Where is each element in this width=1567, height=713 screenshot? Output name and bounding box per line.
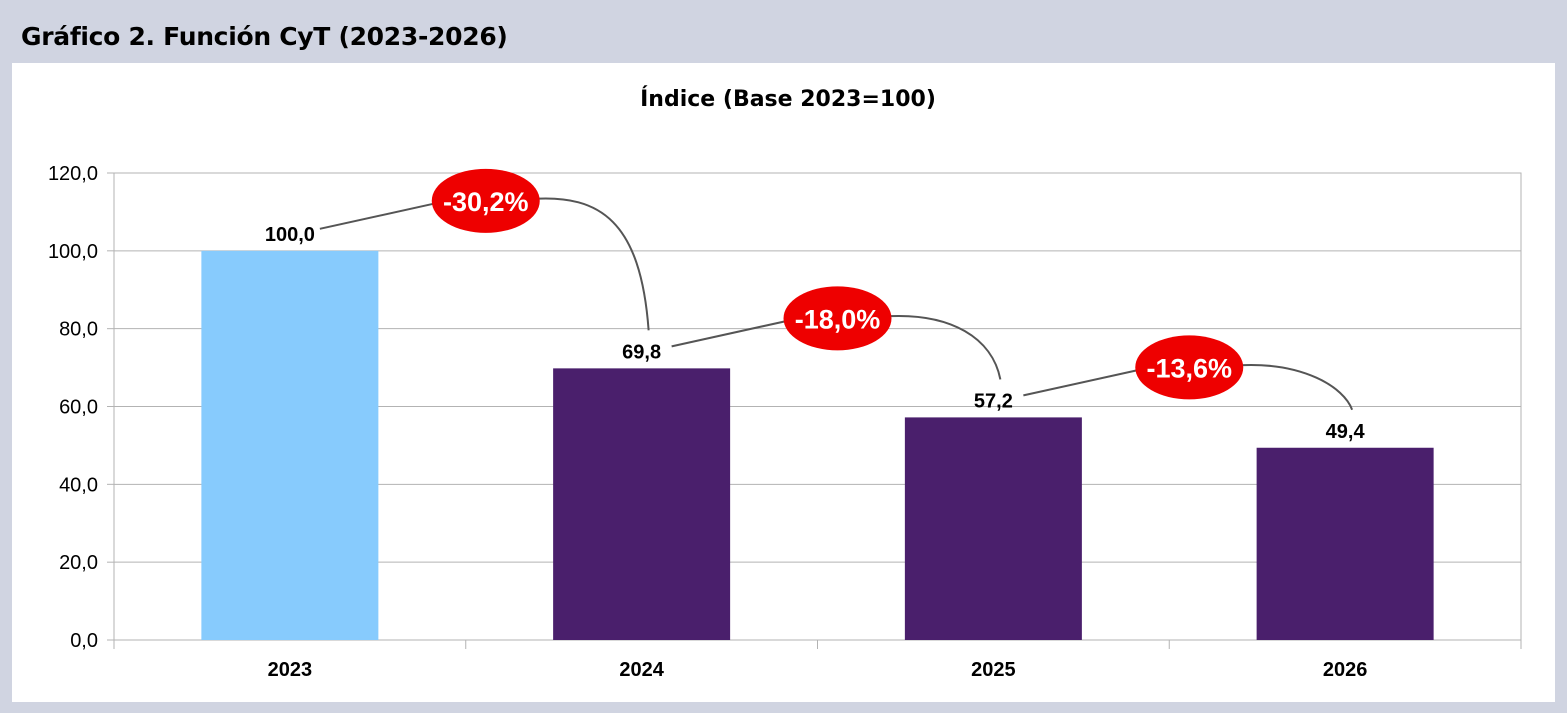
change-badge: [783, 286, 892, 351]
change-badge-label: -30,2%: [443, 187, 529, 217]
y-tick-label: 20,0: [59, 552, 98, 574]
x-tick-label-2026: 2026: [1323, 659, 1368, 681]
bar-2024: [553, 368, 731, 640]
x-tick-label-2023: 2023: [268, 659, 313, 681]
change-badge: [431, 168, 540, 233]
y-tick-label: 40,0: [59, 474, 98, 496]
annotation-connector: [533, 197, 650, 331]
annotation-connector: [1237, 364, 1354, 411]
bar-2026: [1256, 447, 1434, 640]
y-tick-label: 0,0: [70, 630, 98, 652]
figure-title: Gráfico 2. Función CyT (2023-2026): [21, 22, 508, 51]
y-tick-label: 80,0: [59, 319, 98, 341]
y-tick-label: 60,0: [59, 397, 98, 419]
change-badge-label: -13,6%: [1146, 353, 1232, 383]
x-tick-label-2024: 2024: [619, 659, 664, 681]
bar-2023: [201, 250, 379, 641]
annotation-connector: [885, 314, 1002, 380]
change-badge: [1135, 335, 1244, 400]
y-tick-label: 120,0: [48, 163, 98, 185]
data-label-2025: 57,2: [974, 390, 1013, 412]
chart-subtitle: Índice (Base 2023=100): [640, 86, 936, 112]
y-tick-label: 100,0: [48, 241, 98, 263]
annotation-connector: [1023, 368, 1142, 397]
annotation-connector: [319, 201, 438, 230]
data-label-2023: 100,0: [265, 224, 315, 246]
change-badge-label: -18,0%: [795, 304, 881, 334]
x-tick-label-2025: 2025: [971, 659, 1016, 681]
data-label-2024: 69,8: [622, 341, 661, 363]
bar-2025: [904, 417, 1082, 640]
annotation-connector: [671, 319, 790, 348]
data-label-2026: 49,4: [1326, 421, 1366, 443]
